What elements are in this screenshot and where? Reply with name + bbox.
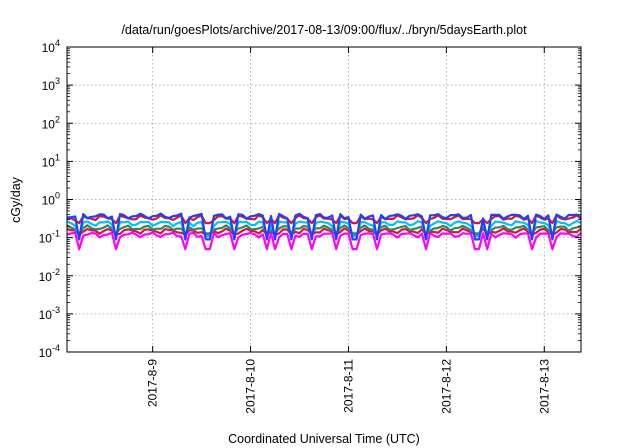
x-tick-label: 2017-8-10: [244, 359, 258, 414]
chart-title: /data/run/goesPlots/archive/2017-08-13/0…: [121, 23, 527, 37]
y-tick-base: 10: [42, 194, 56, 208]
y-tick-exponent: 4: [55, 38, 60, 48]
series-layer: [66, 212, 582, 251]
y-axis-label: cGy/day: [9, 176, 23, 223]
y-tick-base: 10: [39, 308, 53, 322]
y-tick-exponent: 2: [55, 114, 60, 124]
y-tick-label: 101: [42, 152, 60, 169]
y-tick-exponent: -3: [52, 305, 60, 315]
series-line-4: [66, 219, 582, 238]
x-tick-label: 2017-8-9: [146, 359, 160, 407]
y-tick-label: 102: [42, 114, 60, 131]
y-tick-exponent: 3: [55, 76, 60, 86]
y-tick-base: 10: [42, 79, 56, 93]
x-axis-label: Coordinated Universal Time (UTC): [228, 432, 420, 446]
y-tick-base: 10: [42, 117, 56, 131]
y-tick-exponent: -1: [52, 229, 60, 239]
grid-layer: [67, 47, 581, 352]
y-tick-exponent: -2: [52, 267, 60, 277]
y-tick-label: 103: [42, 76, 60, 93]
y-tick-base: 10: [39, 270, 53, 284]
x-tick-label: 2017-8-12: [439, 359, 453, 414]
x-tick-label: 2017-8-11: [341, 359, 355, 413]
y-tick-exponent: -4: [52, 343, 60, 353]
series-line-3: [66, 224, 582, 235]
y-tick-label: 10-4: [39, 343, 60, 360]
series-line-6: [66, 212, 582, 241]
y-tick-label: 100: [42, 191, 60, 208]
y-tick-base: 10: [39, 232, 53, 246]
y-tick-label: 10-2: [39, 267, 60, 284]
y-tick-base: 10: [39, 346, 53, 360]
y-tick-label: 10-1: [39, 229, 60, 246]
y-tick-label: 10-3: [39, 305, 60, 322]
x-tick-label: 2017-8-13: [537, 359, 551, 414]
y-tick-base: 10: [42, 155, 56, 169]
y-tick-exponent: 0: [55, 191, 60, 201]
y-tick-exponent: 1: [55, 152, 60, 162]
y-tick-label: 104: [42, 38, 60, 55]
y-tick-base: 10: [42, 41, 56, 55]
series-line-1: [66, 231, 582, 251]
